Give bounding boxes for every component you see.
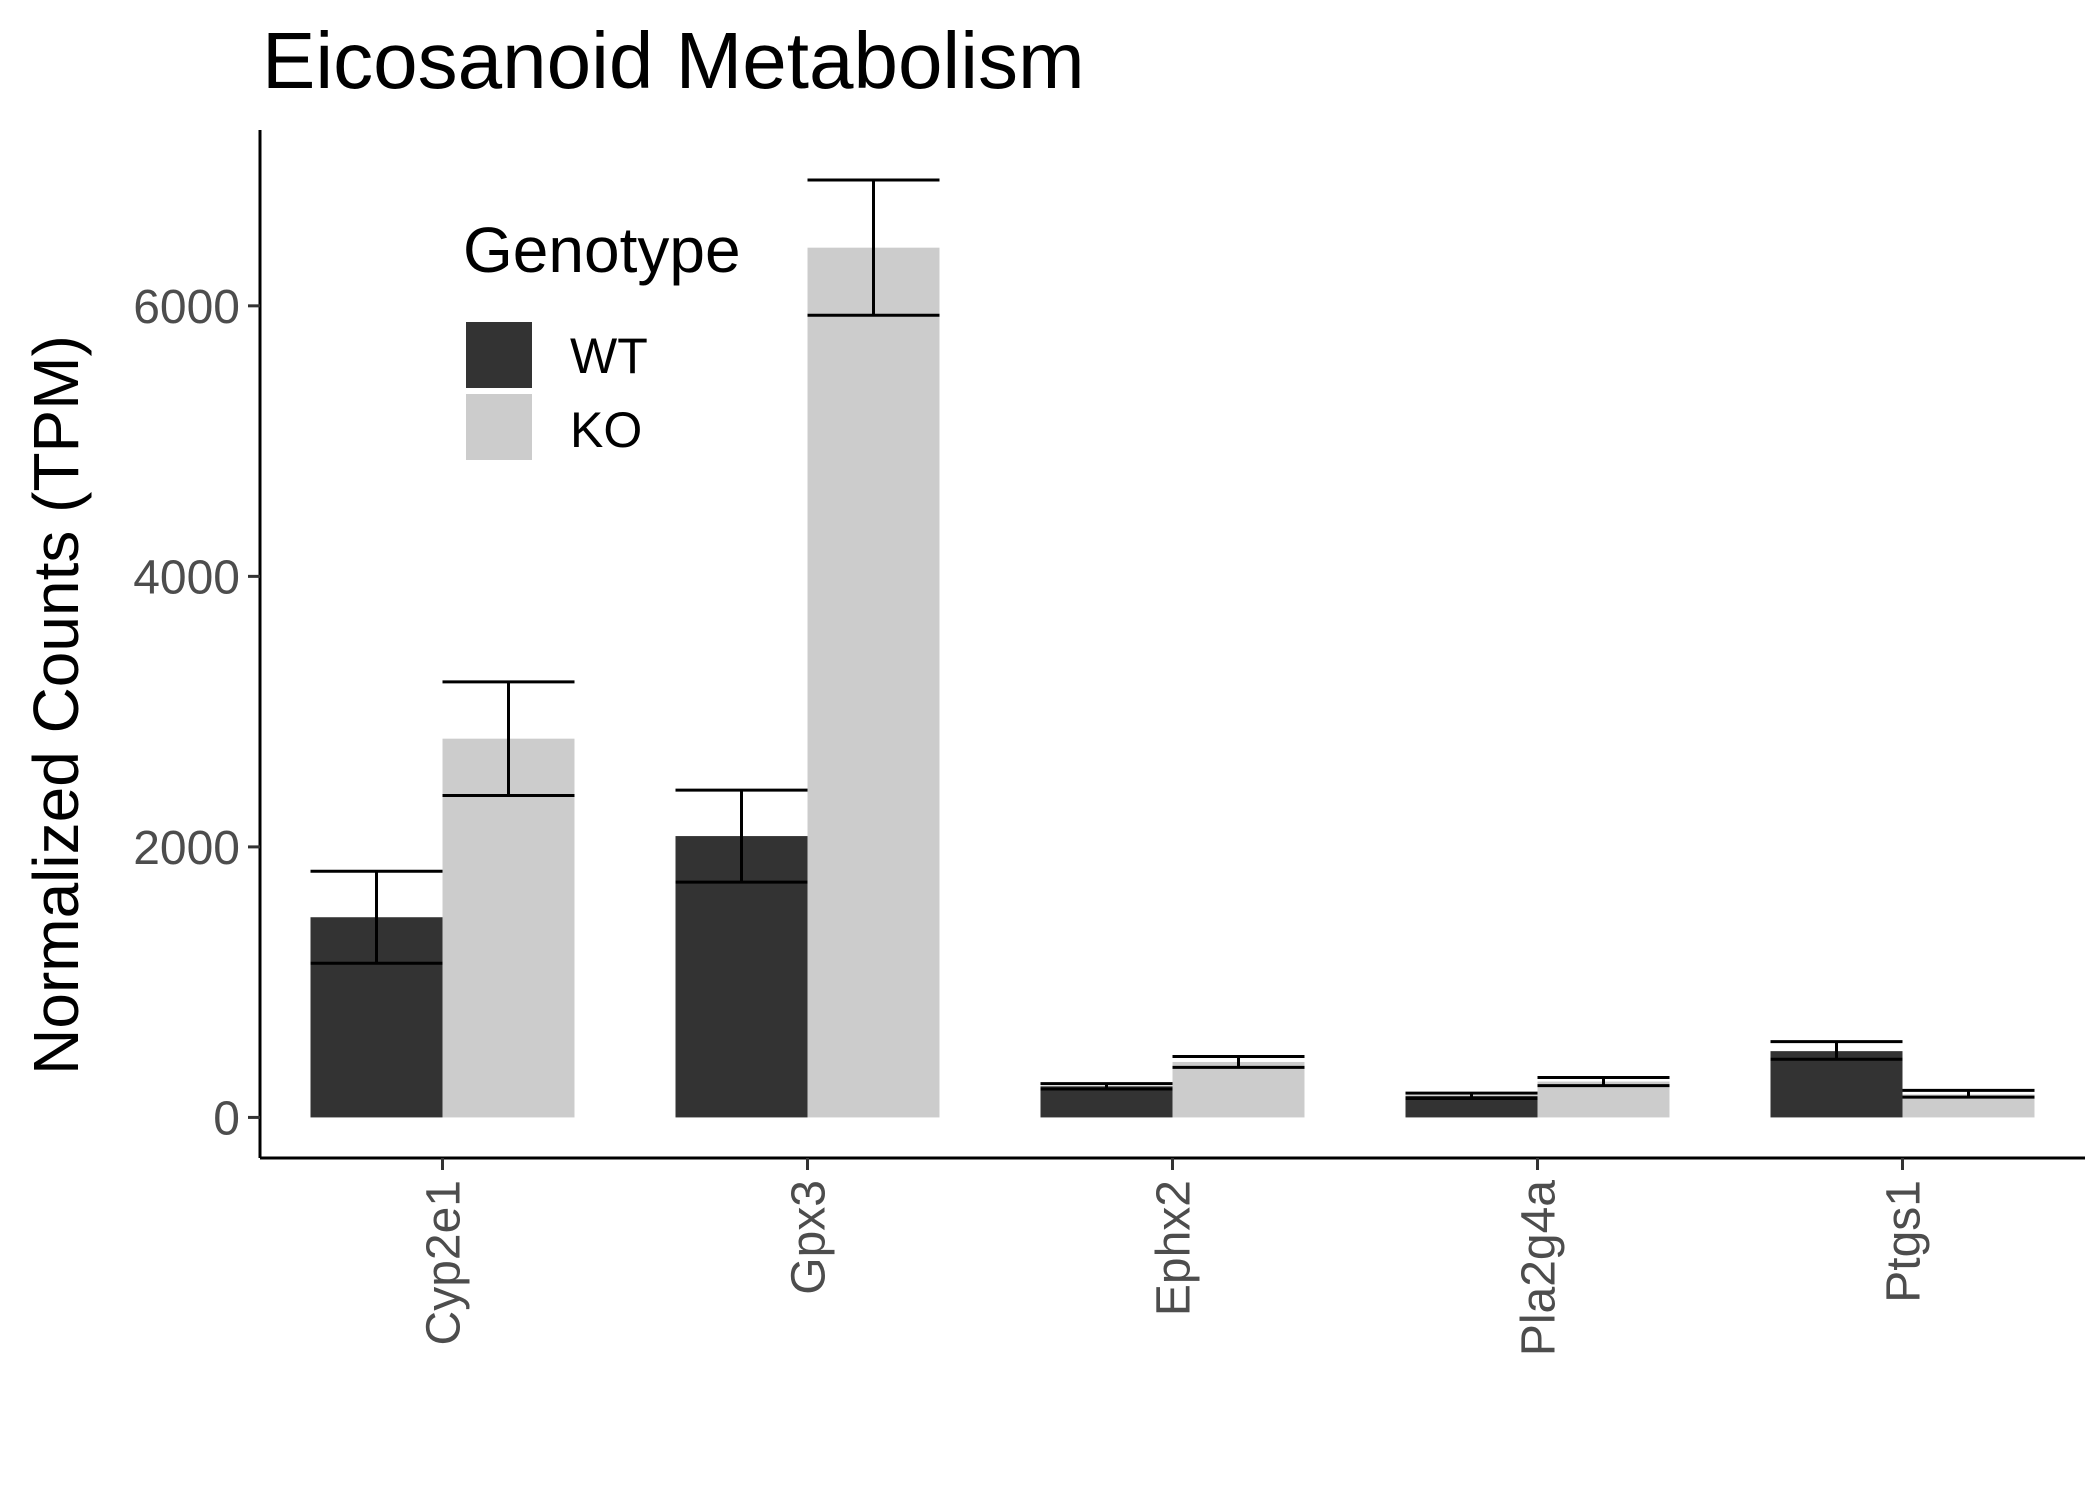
error-bar-ko-pla2g4a	[1537, 1076, 1670, 1088]
x-tick-label: Gpx3	[783, 1180, 836, 1295]
x-tick-label: Cyp2e1	[418, 1180, 471, 1345]
error-bar-ko-ptgs1	[1902, 1088, 2035, 1099]
error-bar-wt-cyp2e1	[310, 869, 443, 965]
error-bar-ko-cyp2e1	[442, 680, 575, 797]
error-bar-wt-pla2g4a	[1405, 1091, 1538, 1100]
legend-label-ko: KO	[570, 402, 642, 458]
legend-swatch-wt	[466, 322, 532, 388]
y-tick-label: 6000	[133, 281, 240, 334]
bar-wt-ptgs1	[1770, 1051, 1903, 1118]
error-bar-wt-ephx2	[1040, 1082, 1173, 1091]
bar-wt-ephx2	[1040, 1086, 1173, 1118]
error-bar-ko-ephx2	[1172, 1055, 1305, 1069]
y-tick-label: 4000	[133, 551, 240, 604]
error-bar-wt-gpx3	[675, 788, 808, 884]
chart-title: Eicosanoid Metabolism	[262, 16, 1085, 105]
error-bar-wt-ptgs1	[1770, 1040, 1903, 1061]
y-tick-label: 2000	[133, 822, 240, 875]
y-axis-label: Normalized Counts (TPM)	[20, 335, 92, 1075]
y-tick-label: 0	[213, 1092, 240, 1145]
legend: Genotype WT KO	[463, 214, 741, 460]
legend-label-wt: WT	[570, 328, 648, 384]
plot-area: 0 2000 4000 6000 Cyp2e1 Gpx3 Ephx2 Pla2g4a Ptgs1	[133, 130, 2085, 1356]
bar-wt-pla2g4a	[1405, 1095, 1538, 1118]
error-bar-ko-gpx3	[807, 178, 940, 317]
x-tick-label: Ptgs1	[1878, 1180, 1931, 1303]
legend-title: Genotype	[463, 214, 741, 286]
bar-ko-gpx3	[807, 247, 940, 1118]
x-tick-label: Pla2g4a	[1513, 1180, 1566, 1356]
bar-ko-ephx2	[1172, 1061, 1305, 1118]
legend-swatch-ko	[466, 394, 532, 460]
x-tick-label: Ephx2	[1148, 1180, 1201, 1316]
bar-ko-cyp2e1	[442, 738, 575, 1118]
bar-ko-pla2g4a	[1537, 1081, 1670, 1118]
bar-ko-ptgs1	[1902, 1094, 2035, 1118]
